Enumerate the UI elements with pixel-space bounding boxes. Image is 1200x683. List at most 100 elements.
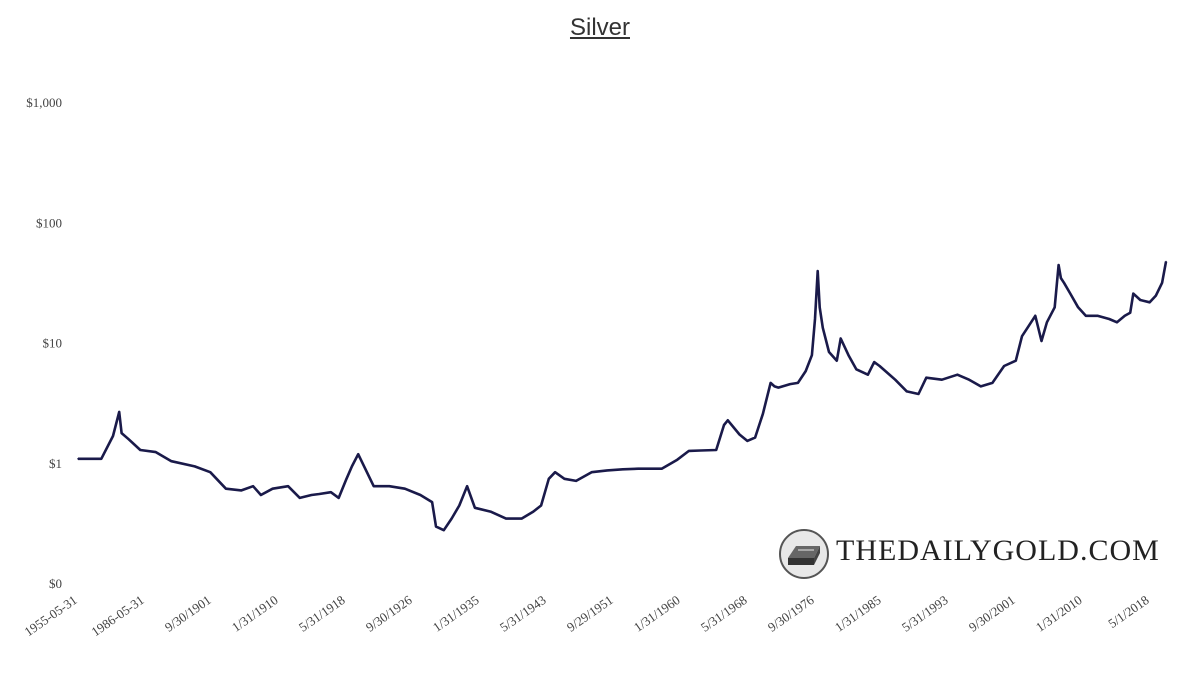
x-tick-label: 5/31/1968 <box>698 592 750 635</box>
data-point <box>505 517 507 520</box>
data-point <box>351 465 353 468</box>
x-tick-label: 5/1/2018 <box>1105 592 1151 631</box>
x-axis: 1955-05-31 1986-05-31 9/30/1901 1/31/1910 5/… <box>21 592 1151 639</box>
data-point <box>980 385 982 388</box>
data-point <box>540 504 542 507</box>
data-point <box>170 460 173 463</box>
data-point <box>773 385 776 388</box>
data-point <box>894 378 896 381</box>
x-tick-label: 1/31/2010 <box>1033 592 1085 635</box>
data-point <box>287 485 289 488</box>
data-point <box>878 365 881 367</box>
data-point <box>337 497 340 499</box>
x-tick-label: 1/31/1935 <box>430 592 482 635</box>
data-point <box>1053 306 1056 309</box>
data-point <box>814 318 816 320</box>
data-point <box>388 485 391 488</box>
data-point <box>155 451 157 453</box>
data-point <box>606 469 608 472</box>
data-point <box>676 458 679 461</box>
data-point <box>299 497 301 499</box>
data-point <box>818 306 821 309</box>
data-point <box>847 354 850 357</box>
data-point <box>746 440 749 442</box>
x-tick-label: 9/30/2001 <box>966 592 1018 635</box>
x-tick-label: 9/30/1976 <box>765 592 817 635</box>
data-point <box>867 373 869 376</box>
data-point <box>260 494 262 496</box>
data-point <box>873 361 875 363</box>
data-point <box>271 487 274 490</box>
data-point <box>127 438 130 441</box>
data-point <box>474 507 476 509</box>
data-point <box>1046 321 1048 324</box>
data-point <box>419 494 422 496</box>
data-point <box>738 433 741 436</box>
x-tick-label: 1986-05-31 <box>88 592 146 639</box>
data-point <box>777 386 780 389</box>
data-point <box>836 359 838 362</box>
data-point <box>252 485 254 488</box>
data-point <box>404 487 406 490</box>
data-point <box>1116 321 1118 324</box>
data-point <box>660 467 663 470</box>
data-point <box>762 413 764 415</box>
data-point <box>435 525 437 528</box>
chart-title: Silver <box>569 14 630 41</box>
data-point <box>637 467 640 470</box>
data-point <box>754 436 756 439</box>
data-point <box>554 471 556 474</box>
data-point <box>1161 282 1163 284</box>
data-point <box>906 390 908 393</box>
data-point <box>466 485 468 488</box>
data-point <box>520 517 523 520</box>
data-point <box>310 494 313 496</box>
data-point <box>209 471 212 474</box>
y-axis: $0 $1 $10 $100 $1,000 <box>26 95 62 591</box>
data-point <box>489 510 492 513</box>
data-point <box>225 487 227 490</box>
data-point <box>357 453 360 456</box>
data-point <box>77 458 79 460</box>
x-tick-label: 1/31/1910 <box>229 592 281 635</box>
x-tick-label: 1/31/1985 <box>832 592 884 635</box>
data-point <box>1015 359 1017 362</box>
x-tick-label: 5/31/1993 <box>899 592 951 635</box>
gold-bar-logo-icon <box>779 529 829 579</box>
data-point <box>917 393 920 395</box>
series-layer <box>77 260 1168 532</box>
data-point <box>688 450 690 452</box>
data-point <box>1060 277 1062 279</box>
data-point <box>839 337 842 340</box>
data-point <box>1021 335 1023 338</box>
x-tick-label: 5/31/1943 <box>497 592 549 635</box>
data-point <box>563 478 566 480</box>
data-point <box>318 493 321 495</box>
data-point <box>1085 315 1087 317</box>
data-point <box>816 270 819 272</box>
data-point <box>1040 340 1043 342</box>
data-point <box>991 382 994 384</box>
y-tick-label: $100 <box>36 215 62 230</box>
y-tick-label: $1 <box>49 456 62 471</box>
data-point <box>956 373 959 376</box>
data-point <box>789 383 791 385</box>
data-point <box>1057 264 1060 266</box>
data-point <box>575 480 577 482</box>
data-point <box>1108 318 1110 320</box>
data-point <box>797 382 799 384</box>
data-point <box>1148 301 1151 304</box>
data-point <box>822 327 824 329</box>
data-point <box>139 449 142 451</box>
data-point <box>1132 292 1135 295</box>
data-point <box>855 368 858 371</box>
data-point <box>1096 315 1099 317</box>
x-tick-label: 1/31/1960 <box>631 592 683 635</box>
data-point <box>458 504 461 507</box>
data-point <box>622 468 624 471</box>
data-point <box>769 382 772 384</box>
data-point <box>240 489 243 492</box>
data-point <box>828 351 830 353</box>
x-tick-label: 1955-05-31 <box>21 592 79 639</box>
data-point <box>1069 292 1072 295</box>
